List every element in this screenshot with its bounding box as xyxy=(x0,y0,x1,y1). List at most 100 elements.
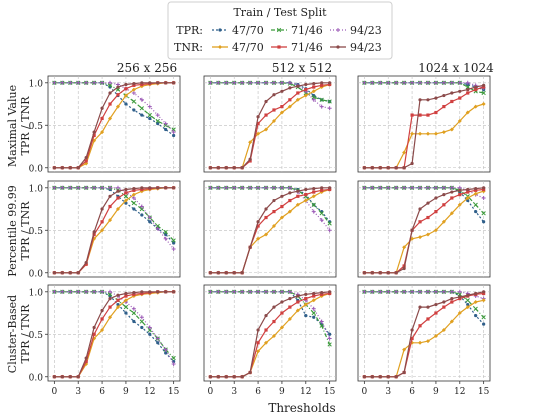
data-point-tpr-94-23 xyxy=(240,289,245,294)
data-point-tnr-71-46 xyxy=(264,113,268,117)
data-point-tnr-71-46 xyxy=(288,198,292,203)
data-point-tnr-94-23 xyxy=(466,293,470,297)
data-point-tpr-94-23 xyxy=(52,80,57,85)
row-title-percentile: Percentile 99.99 TPR / TNR xyxy=(6,185,32,276)
data-point-tpr-47-70 xyxy=(148,332,152,336)
data-point-tnr-71-46 xyxy=(482,187,486,192)
data-point-tnr-71-46 xyxy=(426,113,430,117)
data-point-tpr-94-23 xyxy=(163,236,168,241)
x-tick-label: 9 xyxy=(279,387,285,397)
x-tick-label: 12 xyxy=(300,387,311,397)
legend-entry-tnr-94-23: 94/23 xyxy=(350,41,382,54)
data-point-tnr-94-23 xyxy=(458,89,462,93)
data-point-tnr-71-46 xyxy=(442,104,446,109)
data-point-tnr-94-23 xyxy=(434,196,438,200)
data-point-tnr-94-23 xyxy=(60,166,64,170)
data-point-tnr-71-46 xyxy=(92,332,96,336)
data-point-tpr-47-70 xyxy=(132,108,136,112)
panel-frame xyxy=(47,180,181,278)
series-line-tpr-71-46 xyxy=(54,187,175,241)
data-point-tpr-94-23 xyxy=(131,306,136,311)
data-point-tnr-71-46 xyxy=(450,99,454,104)
x-tick-label: 6 xyxy=(409,387,415,397)
series-line-tpr-71-46 xyxy=(364,82,484,94)
data-point-tpr-71-46 xyxy=(131,200,137,206)
data-point-tnr-71-46 xyxy=(418,113,422,117)
data-point-tnr-47-70 xyxy=(303,93,308,98)
data-point-tnr-94-23 xyxy=(378,166,382,170)
data-point-tnr-71-46 xyxy=(434,311,438,315)
data-point-tnr-47-70 xyxy=(481,298,486,303)
data-point-tpr-94-23 xyxy=(84,185,89,190)
data-point-tpr-94-23 xyxy=(92,185,97,190)
data-point-tpr-71-46 xyxy=(481,315,486,320)
data-point-tnr-94-23 xyxy=(362,166,366,170)
column-title-512: 512 x 512 xyxy=(272,61,332,75)
data-point-tpr-94-23 xyxy=(386,80,391,85)
data-point-tnr-47-70 xyxy=(449,127,454,132)
data-point-tnr-71-46 xyxy=(264,328,268,332)
data-point-tpr-94-23 xyxy=(76,289,81,294)
data-point-tpr-47-70 xyxy=(164,351,168,355)
data-point-tnr-94-23 xyxy=(172,290,176,294)
data-point-tnr-47-70 xyxy=(279,215,284,220)
data-point-tpr-47-70 xyxy=(140,213,144,217)
data-point-tnr-71-46 xyxy=(116,196,120,200)
data-point-tnr-71-46 xyxy=(124,191,128,195)
data-point-tpr-94-23 xyxy=(208,185,213,190)
data-point-tnr-94-23 xyxy=(164,186,168,190)
data-point-tpr-94-23 xyxy=(465,80,470,85)
data-point-tnr-94-23 xyxy=(426,98,430,102)
data-point-tpr-94-23 xyxy=(433,80,438,85)
data-point-tnr-71-46 xyxy=(84,359,88,364)
data-point-tnr-47-70 xyxy=(473,104,478,109)
data-point-tnr-94-23 xyxy=(402,370,406,375)
legend-marker-tpr-71-46 xyxy=(276,27,282,33)
data-point-tpr-94-23 xyxy=(457,80,462,85)
data-point-tpr-71-46 xyxy=(465,298,470,303)
data-point-tpr-94-23 xyxy=(410,289,415,294)
data-point-tnr-94-23 xyxy=(84,260,88,265)
data-point-tnr-71-46 xyxy=(434,209,438,214)
data-point-tpr-94-23 xyxy=(418,289,423,294)
data-point-tpr-94-23 xyxy=(418,185,423,190)
data-point-tpr-94-23 xyxy=(311,306,316,311)
series-tnr-94-23 xyxy=(52,81,176,170)
data-point-tpr-94-23 xyxy=(327,336,332,341)
data-point-tnr-94-23 xyxy=(280,300,284,304)
data-point-tpr-94-23 xyxy=(60,289,65,294)
data-point-tpr-94-23 xyxy=(68,185,73,190)
panel-r1-c1 xyxy=(203,180,337,278)
data-point-tpr-94-23 xyxy=(139,315,144,320)
panels: 0.0 0.5 1.0 0.0 0.5 1.0 0.0 0.5 1.0 0 3 6 9 12 15 0 3 6 9 1… xyxy=(29,75,491,397)
data-point-tnr-94-23 xyxy=(272,305,276,309)
x-tick-label: 9 xyxy=(433,387,439,397)
data-point-tpr-94-23 xyxy=(52,185,57,190)
data-point-tpr-94-23 xyxy=(425,80,430,85)
data-point-tnr-47-70 xyxy=(441,219,446,224)
data-point-tnr-47-70 xyxy=(457,202,462,207)
data-point-tpr-71-46 xyxy=(131,310,137,316)
x-tick-label: 9 xyxy=(123,387,129,397)
data-point-tnr-94-23 xyxy=(132,82,136,86)
panel-frame xyxy=(357,180,491,278)
data-point-tnr-47-70 xyxy=(264,127,269,132)
data-point-tnr-94-23 xyxy=(402,266,406,271)
y-tick-label: 1.0 xyxy=(29,288,44,298)
data-point-tpr-47-70 xyxy=(474,313,478,318)
data-point-tnr-47-70 xyxy=(271,224,276,229)
data-point-tnr-94-23 xyxy=(232,271,236,275)
legend-row-label-tpr: TPR: xyxy=(176,24,203,37)
data-point-tpr-94-23 xyxy=(131,90,136,95)
data-point-tpr-94-23 xyxy=(240,80,245,85)
data-point-tnr-94-23 xyxy=(482,186,486,190)
data-point-tnr-47-70 xyxy=(287,316,292,321)
data-point-tpr-94-23 xyxy=(481,195,486,200)
data-point-tnr-94-23 xyxy=(108,91,112,95)
data-point-tnr-47-70 xyxy=(131,192,136,197)
data-point-tnr-94-23 xyxy=(362,375,366,379)
series-tnr-94-23 xyxy=(208,290,332,379)
data-point-tpr-94-23 xyxy=(248,185,253,190)
data-point-tpr-94-23 xyxy=(370,185,375,190)
data-point-tnr-94-23 xyxy=(256,328,260,332)
